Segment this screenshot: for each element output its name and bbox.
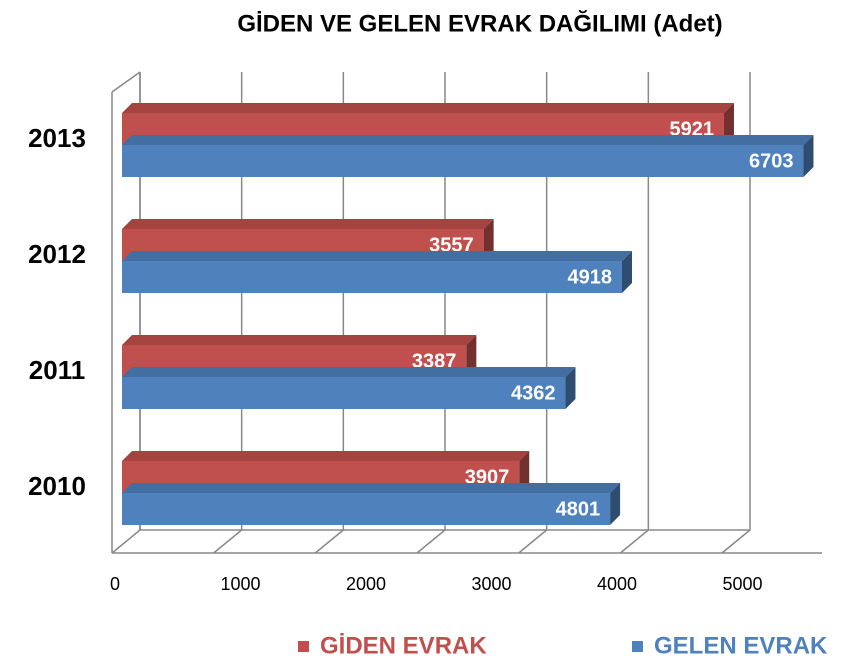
y-tick-label: 2012	[28, 239, 86, 269]
x-tick-label: 4000	[597, 574, 637, 594]
legend-label: GELEN EVRAK	[654, 632, 828, 659]
data-label: 4801	[556, 498, 601, 520]
x-tick-label: 2000	[346, 574, 386, 594]
data-label: 5921	[669, 118, 714, 140]
bar-top	[122, 135, 814, 145]
y-tick-label: 2011	[29, 355, 85, 385]
x-tick-label: 3000	[471, 574, 511, 594]
bar	[122, 145, 804, 177]
bar-top	[122, 451, 530, 461]
bar-top	[122, 103, 734, 113]
bar-top	[122, 367, 576, 377]
grid-line	[518, 72, 548, 554]
x-tick-label: 1000	[220, 574, 260, 594]
bar-side	[723, 103, 734, 145]
bar-side	[803, 135, 814, 177]
legend-label: GİDEN EVRAK	[320, 632, 487, 659]
bar-top	[122, 483, 621, 493]
bar	[122, 377, 566, 409]
y-tick-label: 2013	[28, 123, 86, 153]
left-wall-top	[111, 71, 141, 93]
data-label: 4918	[567, 266, 612, 288]
bar-side	[610, 483, 621, 525]
data-label: 6703	[749, 150, 794, 172]
bar-side	[565, 367, 576, 409]
bar	[122, 261, 622, 293]
legend-swatch	[632, 641, 643, 652]
y-tick-label: 2010	[28, 471, 86, 501]
bar	[122, 493, 611, 525]
x-tick-label: 0	[110, 574, 120, 594]
data-label: 4362	[511, 382, 556, 404]
bar-top	[122, 219, 494, 229]
x-tick-label: 5000	[722, 574, 762, 594]
bar-side	[483, 219, 494, 261]
bar-side	[621, 251, 632, 293]
data-label: 3387	[412, 350, 457, 372]
bar-top	[122, 251, 632, 261]
data-label: 3907	[465, 466, 510, 488]
bar-side	[466, 335, 477, 377]
grid-line	[619, 72, 650, 554]
chart-title: GİDEN VE GELEN EVRAK DAĞILIMI (Adet)	[237, 9, 722, 37]
bar-side	[519, 451, 530, 493]
legend-swatch	[298, 641, 309, 652]
data-label: 3557	[429, 234, 474, 256]
grid-line	[721, 72, 751, 554]
bar-top	[122, 335, 477, 345]
